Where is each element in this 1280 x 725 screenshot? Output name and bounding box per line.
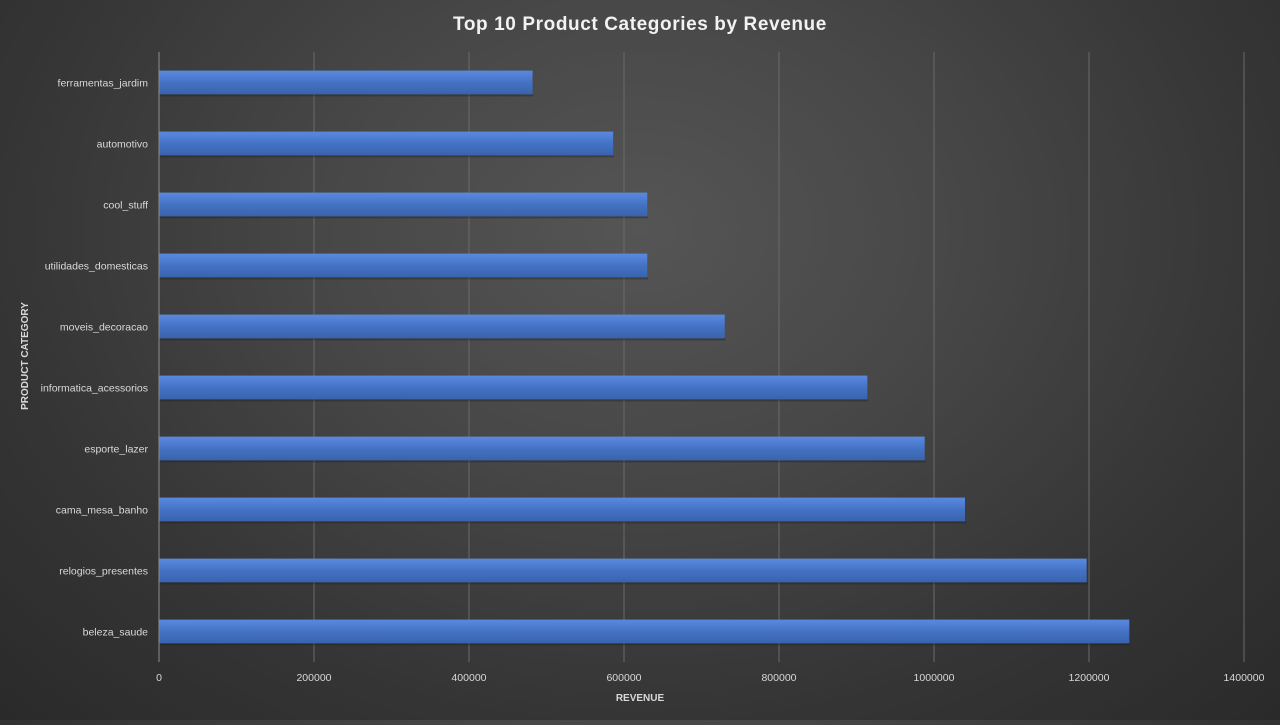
chart-title: Top 10 Product Categories by Revenue <box>453 14 827 35</box>
bar-ferramentas-jardim <box>159 70 533 95</box>
bar-esporte-lazer <box>159 436 925 461</box>
bar-relogios-presentes <box>159 558 1087 583</box>
bar-informatica-acessorios <box>159 375 868 400</box>
x-tick-label: 600000 <box>606 672 641 684</box>
x-tick-label: 200000 <box>296 672 331 684</box>
y-tick-label: automotivo <box>97 139 149 151</box>
bar-shadow <box>160 582 1088 585</box>
y-tick-labels: ferramentas_jardim automotivo cool_stuffut… <box>41 78 149 639</box>
bar-automotivo <box>159 131 614 156</box>
y-tick-label: beleza_saude <box>83 627 149 639</box>
bar-cool-stuff <box>159 192 648 217</box>
x-tick-label: 800000 <box>761 672 796 684</box>
bar-shadow <box>160 155 615 158</box>
bar-shadow <box>160 399 869 402</box>
y-tick-label: cool_stuff <box>103 200 148 212</box>
bar-shadow <box>160 94 534 97</box>
x-axis-label: REVENUE <box>616 693 665 704</box>
x-tick-label: 1000000 <box>914 672 955 684</box>
bar-utilidades-domesticas <box>159 253 648 278</box>
y-tick-label: moveis_decoracao <box>60 322 148 334</box>
y-tick-label: utilidades_domesticas <box>45 261 148 273</box>
bar-shadow <box>160 643 1131 646</box>
bar-shadow <box>160 216 649 219</box>
y-axis-label: PRODUCT CATEGORY <box>20 302 31 410</box>
x-tick-label: 1200000 <box>1069 672 1110 684</box>
bar-beleza-saude <box>159 619 1130 644</box>
bar-shadow <box>160 338 726 341</box>
bar-shadow <box>160 277 649 280</box>
x-tick-label: 1400000 <box>1224 672 1265 684</box>
bars <box>159 70 1131 646</box>
x-tick-label: 0 <box>156 672 162 684</box>
bar-shadow <box>160 460 926 463</box>
y-tick-label: ferramentas_jardim <box>58 78 149 90</box>
bar-moveis-decoracao <box>159 314 725 339</box>
bar-cama-mesa-banho <box>159 497 965 522</box>
bar-shadow <box>160 521 966 524</box>
x-tick-labels: 0 200000 400000 600000 800000 1000000 1200000 1… <box>156 672 1265 684</box>
y-tick-label: esporte_lazer <box>84 444 148 456</box>
y-tick-label: relogios_presentes <box>59 566 148 578</box>
y-tick-label: cama_mesa_banho <box>56 505 148 517</box>
y-tick-label: informatica_acessorios <box>41 383 148 395</box>
x-tick-label: 400000 <box>451 672 486 684</box>
